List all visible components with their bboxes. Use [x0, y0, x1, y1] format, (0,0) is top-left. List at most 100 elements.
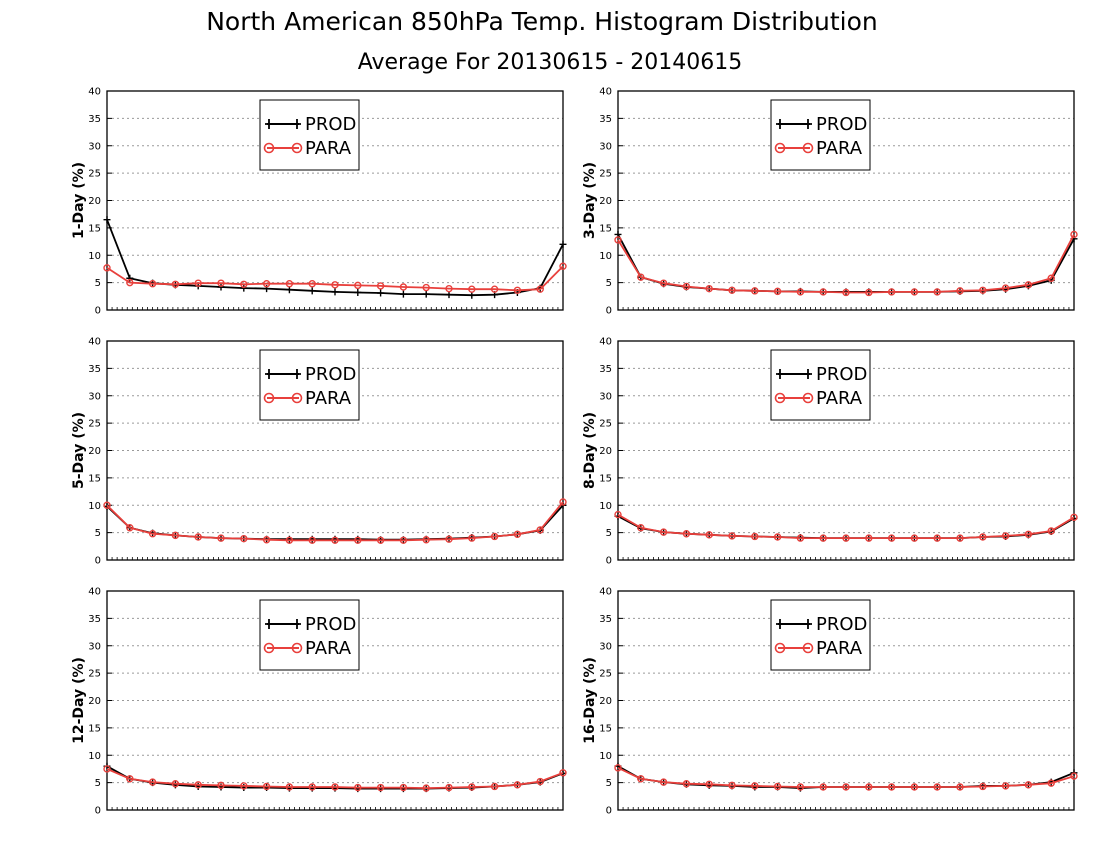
legend-box-1 [259, 99, 360, 171]
ytick-label-3-0: 0 [95, 556, 101, 567]
point-para-2-5 [728, 286, 736, 294]
point-para-1-3 [171, 280, 180, 288]
panel-1: 0 5 10 15 20 25 30 35 40 1-Day (%) PROD PARA [71, 87, 567, 317]
point-para-5-2 [148, 778, 157, 786]
legend-marker-para-2-1 [802, 142, 814, 154]
ylabel-5: 12-Day (%) [71, 657, 87, 744]
point-para-4-8 [796, 534, 805, 542]
ytick-label-4-5: 25 [599, 419, 612, 430]
point-para-3-16 [468, 534, 476, 542]
point-para-1-4 [194, 279, 202, 287]
ytick-label-4-0: 0 [606, 556, 612, 567]
ytick-label-6-4: 20 [599, 696, 612, 707]
ytick-label-5-8: 40 [88, 587, 101, 598]
legend-marker-para-6-1 [802, 642, 814, 654]
point-para-3-11 [354, 536, 362, 544]
point-para-5-9 [308, 783, 316, 791]
ytick-label-6-2: 10 [599, 751, 612, 762]
legend-marker-prod-2-1 [804, 119, 812, 129]
ytick-label-2-5: 25 [599, 169, 612, 180]
point-para-2-8 [796, 288, 805, 296]
point-para-4-3 [682, 530, 691, 538]
point-para-4-10 [842, 534, 850, 542]
legend-box-5 [259, 599, 360, 671]
point-para-6-7 [773, 782, 782, 791]
legend-marker-prod-3-0 [265, 369, 273, 379]
ytick-label-6-7: 35 [599, 614, 612, 625]
legend-label-para-1: PARA [305, 138, 352, 159]
point-para-1-8 [285, 280, 294, 288]
point-para-5-4 [194, 781, 202, 789]
point-para-4-11 [865, 534, 873, 542]
point-para-6-16 [979, 782, 987, 791]
ytick-label-6-3: 15 [599, 723, 612, 734]
ytick-label-1-3: 15 [88, 223, 101, 234]
legend-marker-para-3-0 [263, 392, 275, 404]
ytick-label-1-0: 0 [95, 306, 101, 317]
ytick-label-6-0: 0 [606, 806, 612, 817]
legend-marker-para-2-0 [774, 142, 786, 154]
point-para-6-18 [1024, 781, 1033, 789]
legend-marker-para-5-1 [291, 642, 303, 654]
point-prod-1-14 [422, 290, 430, 298]
point-para-5-5 [217, 781, 225, 790]
point-para-1-6 [240, 280, 248, 288]
chart-subtitle: Average For 20130615 - 20140615 [358, 50, 743, 75]
ytick-label-5-4: 20 [88, 696, 101, 707]
point-para-6-3 [682, 780, 691, 788]
legend-marker-prod-6-1 [804, 619, 812, 629]
point-para-2-11 [865, 288, 873, 297]
point-para-6-17 [1001, 782, 1010, 790]
point-para-5-1 [126, 775, 134, 783]
legend-box-6 [770, 599, 871, 671]
legend-marker-prod-4-0 [776, 369, 784, 379]
point-para-4-4 [705, 531, 713, 539]
point-prod-1-10 [331, 288, 339, 296]
ytick-label-6-8: 40 [599, 587, 612, 598]
legend-box-4 [770, 349, 871, 421]
point-para-4-19 [1047, 527, 1055, 535]
point-para-1-12 [376, 282, 385, 290]
point-para-2-18 [1024, 281, 1033, 289]
legend-marker-para-3-1 [291, 392, 303, 404]
point-para-3-18 [513, 530, 522, 538]
legend-marker-prod-3-1 [293, 369, 301, 379]
ytick-label-1-2: 10 [88, 251, 101, 262]
ylabel-3: 5-Day (%) [71, 412, 87, 489]
series-line-para-1 [106, 265, 564, 292]
point-para-1-1 [126, 278, 134, 287]
ytick-label-5-5: 25 [88, 669, 101, 680]
point-para-1-0 [103, 264, 111, 272]
point-para-3-9 [308, 536, 316, 544]
point-para-4-7 [773, 533, 782, 541]
point-para-1-5 [217, 279, 225, 287]
ylabel-4: 8-Day (%) [582, 412, 598, 489]
point-para-5-11 [354, 783, 362, 792]
point-para-3-19 [536, 526, 544, 534]
point-para-2-7 [773, 287, 782, 296]
ytick-label-3-5: 25 [88, 419, 101, 430]
point-para-6-0 [614, 764, 622, 772]
point-para-1-2 [148, 280, 157, 288]
point-para-2-16 [979, 286, 987, 294]
legend-marker-prod-1-1 [293, 119, 301, 129]
point-para-3-14 [422, 536, 430, 544]
point-para-5-7 [262, 782, 271, 791]
point-para-4-2 [659, 528, 668, 536]
point-para-2-13 [910, 288, 919, 296]
point-para-3-20 [559, 498, 567, 506]
ytick-label-3-6: 30 [88, 391, 101, 402]
point-para-6-10 [842, 783, 850, 791]
ytick-label-2-2: 10 [599, 251, 612, 262]
ytick-label-5-0: 0 [95, 806, 101, 817]
point-para-5-12 [376, 783, 385, 792]
point-para-2-14 [933, 288, 941, 296]
legend-marker-prod-2-0 [776, 119, 784, 129]
ytick-label-2-4: 20 [599, 196, 612, 207]
point-para-6-15 [956, 783, 964, 791]
point-para-4-16 [979, 533, 987, 541]
point-para-5-19 [536, 777, 544, 786]
legend-marker-para-6-0 [774, 642, 786, 654]
point-para-3-6 [240, 534, 248, 543]
